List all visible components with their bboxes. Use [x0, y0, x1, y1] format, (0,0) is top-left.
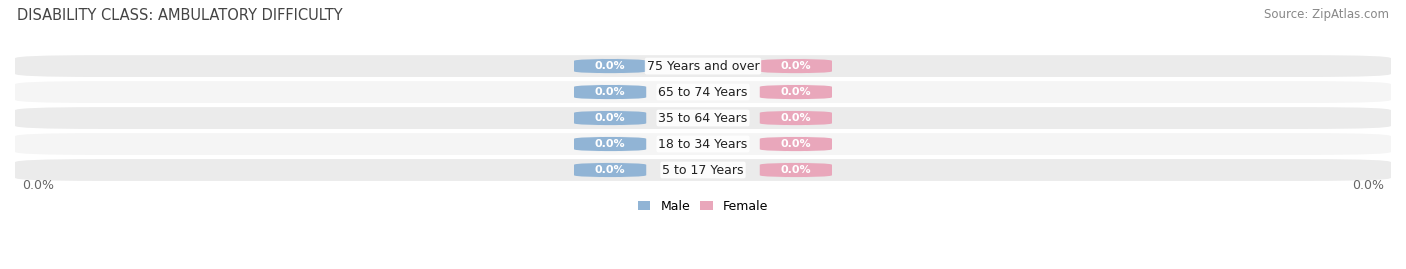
FancyBboxPatch shape [15, 81, 1391, 103]
FancyBboxPatch shape [574, 163, 647, 177]
FancyBboxPatch shape [759, 59, 832, 73]
Text: 0.0%: 0.0% [595, 87, 626, 97]
FancyBboxPatch shape [574, 137, 647, 151]
Text: Source: ZipAtlas.com: Source: ZipAtlas.com [1264, 8, 1389, 21]
FancyBboxPatch shape [759, 163, 832, 177]
Text: DISABILITY CLASS: AMBULATORY DIFFICULTY: DISABILITY CLASS: AMBULATORY DIFFICULTY [17, 8, 343, 23]
Text: 18 to 34 Years: 18 to 34 Years [658, 137, 748, 151]
Text: 0.0%: 0.0% [595, 113, 626, 123]
Text: 0.0%: 0.0% [780, 61, 811, 71]
Legend: Male, Female: Male, Female [633, 195, 773, 218]
FancyBboxPatch shape [15, 55, 1391, 77]
Text: 75 Years and over: 75 Years and over [647, 59, 759, 73]
FancyBboxPatch shape [574, 59, 647, 73]
FancyBboxPatch shape [15, 159, 1391, 181]
Text: 0.0%: 0.0% [780, 87, 811, 97]
Text: 0.0%: 0.0% [1353, 179, 1384, 192]
Text: 0.0%: 0.0% [780, 165, 811, 175]
FancyBboxPatch shape [574, 111, 647, 125]
Text: 0.0%: 0.0% [595, 165, 626, 175]
Text: 0.0%: 0.0% [22, 179, 53, 192]
Text: 35 to 64 Years: 35 to 64 Years [658, 112, 748, 125]
Text: 0.0%: 0.0% [780, 113, 811, 123]
Text: 0.0%: 0.0% [595, 61, 626, 71]
FancyBboxPatch shape [759, 111, 832, 125]
FancyBboxPatch shape [759, 85, 832, 99]
FancyBboxPatch shape [759, 137, 832, 151]
Text: 65 to 74 Years: 65 to 74 Years [658, 86, 748, 98]
FancyBboxPatch shape [15, 107, 1391, 129]
Text: 0.0%: 0.0% [595, 139, 626, 149]
FancyBboxPatch shape [15, 133, 1391, 155]
Text: 0.0%: 0.0% [780, 139, 811, 149]
Text: 5 to 17 Years: 5 to 17 Years [662, 164, 744, 176]
FancyBboxPatch shape [574, 85, 647, 99]
